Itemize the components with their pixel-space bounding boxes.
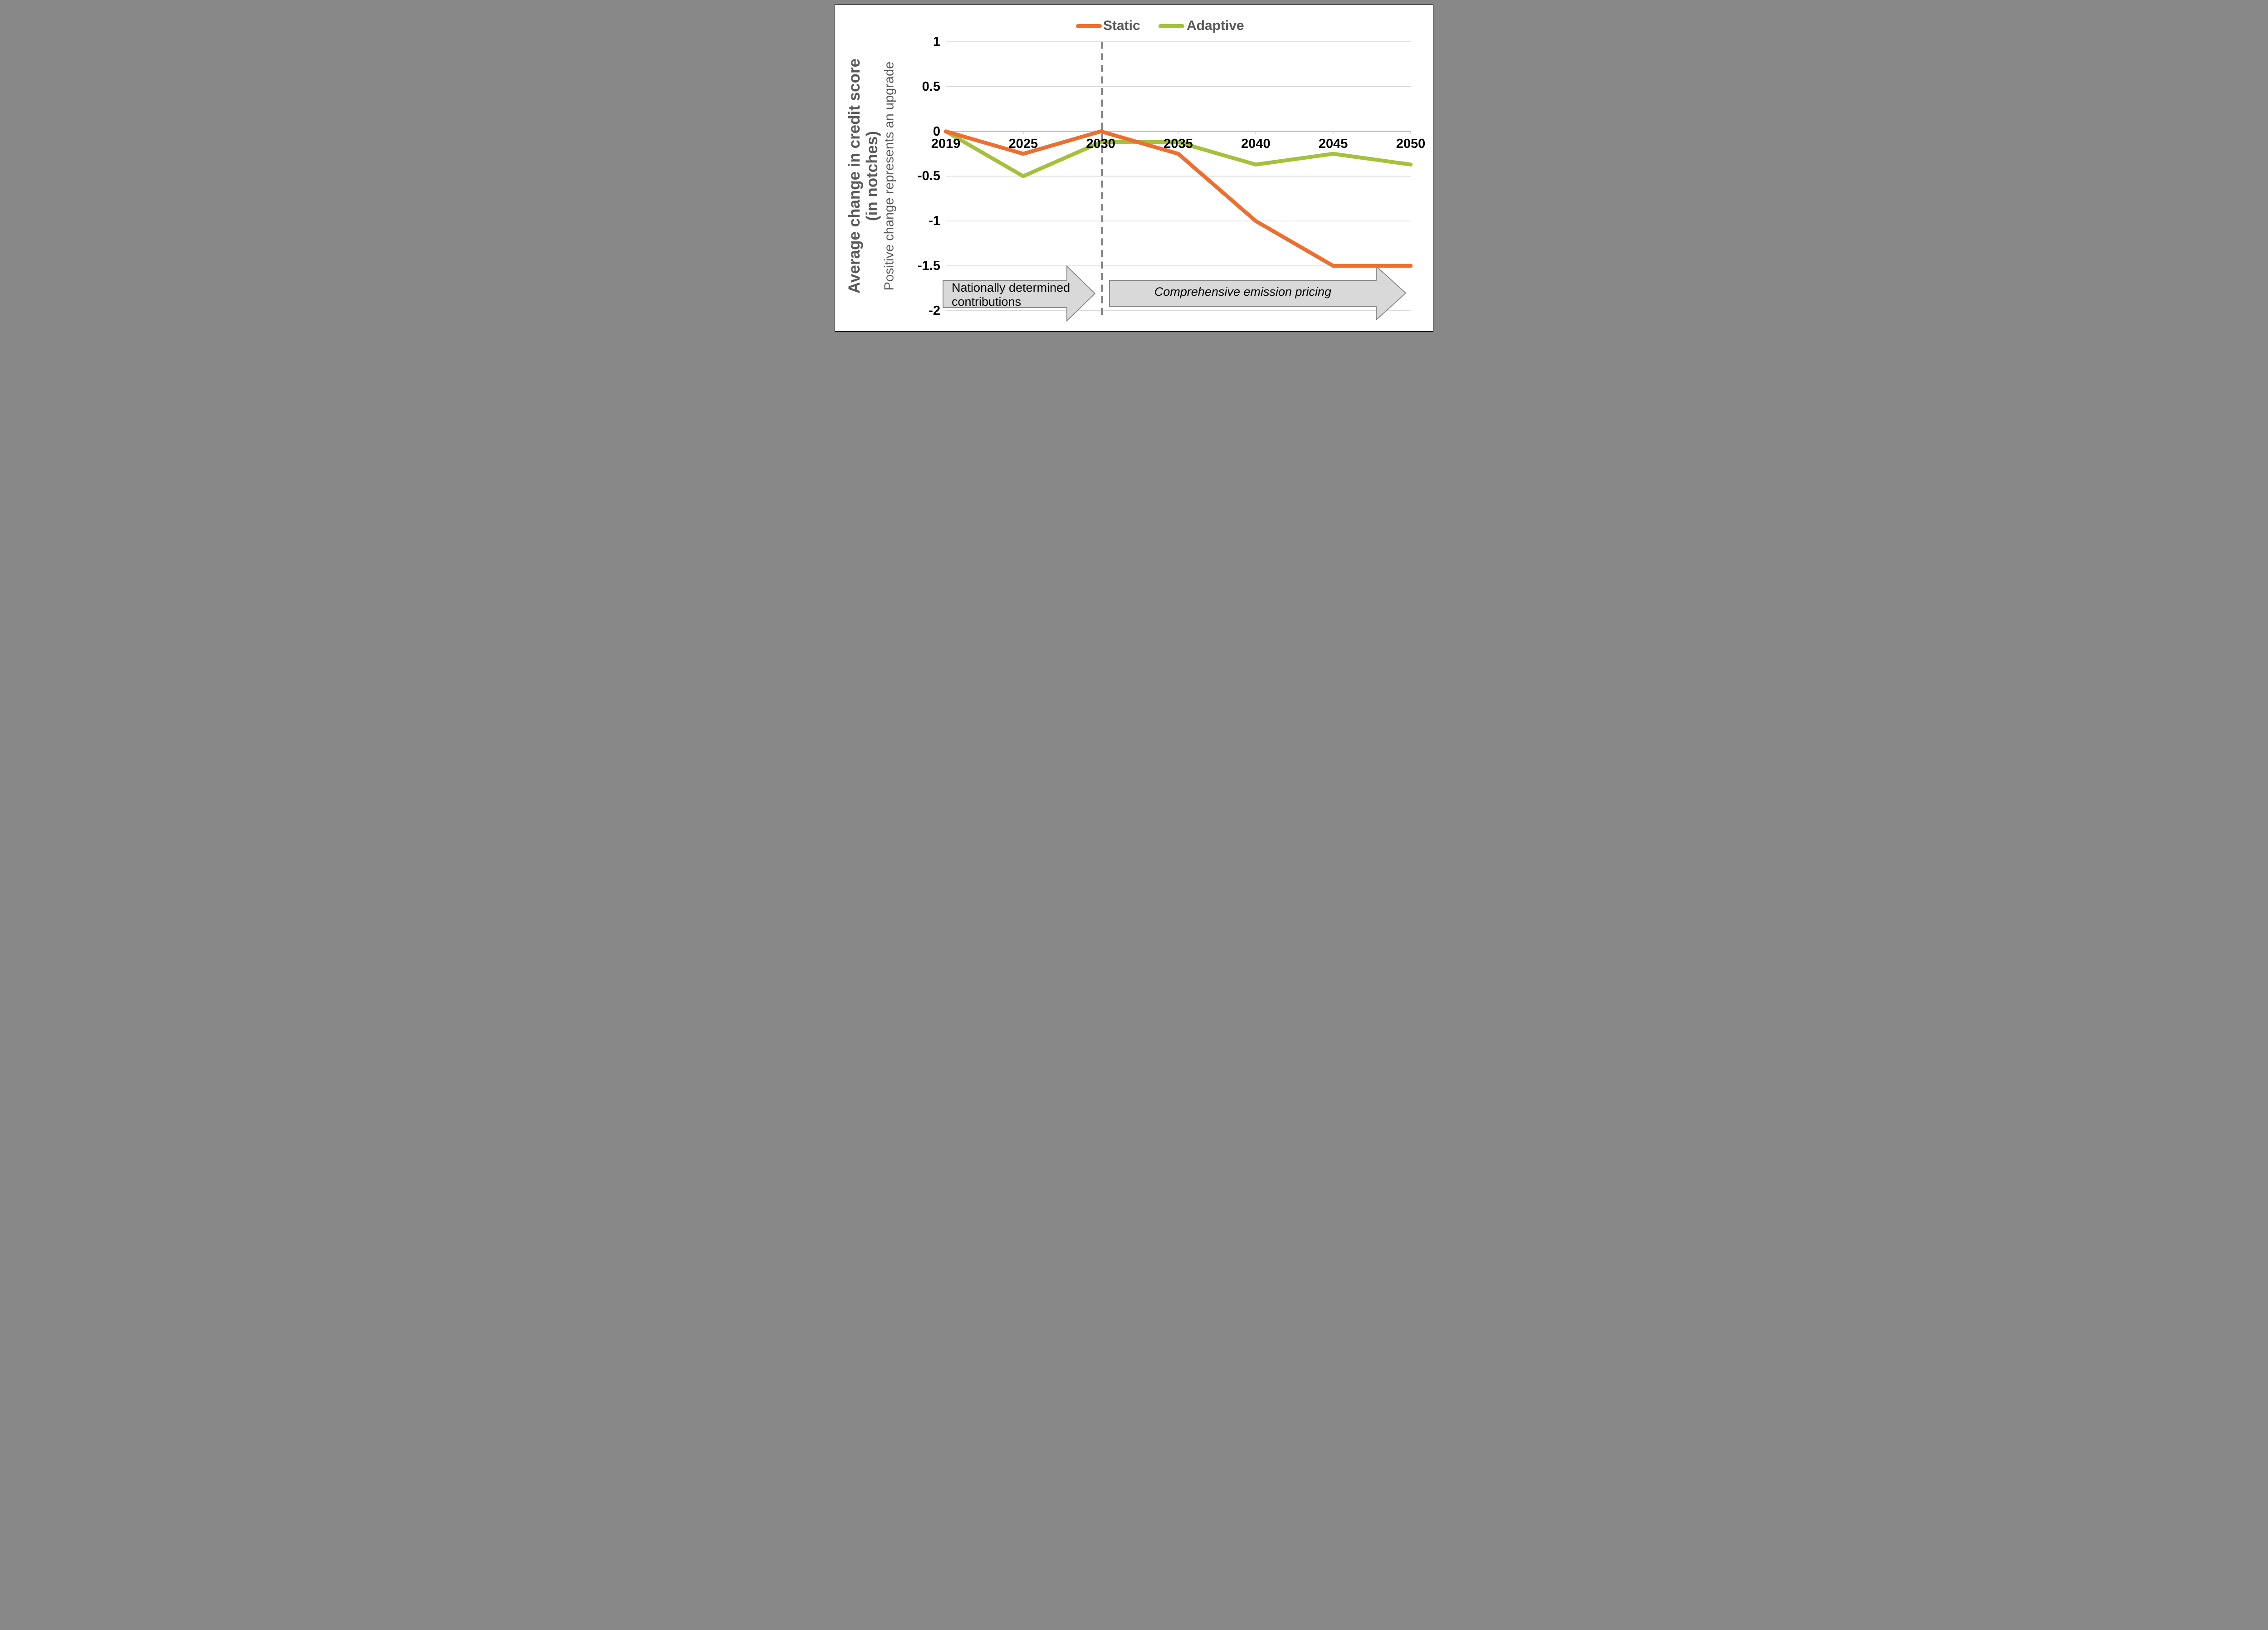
horizontal-gridlines	[946, 41, 1411, 311]
y-tick-label: 0	[933, 124, 940, 139]
ndc-arrow-shape	[943, 265, 1096, 322]
y-tick-label: -1.5	[918, 259, 940, 273]
ndc-arrow-label-line2: contributions	[952, 295, 1022, 308]
x-tick-label: 2045	[1318, 137, 1348, 151]
ndc-arrow-label: Nationally determined contributions	[952, 281, 1083, 309]
legend-marker-static	[1076, 24, 1102, 28]
legend-marker-adaptive	[1158, 24, 1184, 28]
x-tick-label: 2025	[1008, 137, 1038, 151]
y-tick-label: 1	[933, 34, 940, 49]
chart-plot-area	[943, 41, 1413, 322]
static-series-line	[943, 129, 1413, 268]
x-tick-label: 2019	[931, 137, 961, 151]
chart-canvas: Average change in credit score (in notch…	[835, 5, 1433, 332]
y-tick-label: -0.5	[918, 169, 940, 184]
legend-label-static: Static	[1103, 18, 1140, 33]
y-tick-label: 0.5	[922, 79, 940, 94]
legend-label-adaptive: Adaptive	[1187, 18, 1244, 33]
ndc-arrow-label-line1: Nationally determined	[952, 281, 1070, 294]
y-tick-label: -1	[929, 214, 940, 229]
legend: Static Adaptive	[835, 5, 1433, 37]
y-tick-label: -2	[929, 303, 940, 318]
x-tick-label: 2035	[1163, 137, 1193, 151]
x-tick-label: 2030	[1086, 137, 1115, 151]
x-tick-label: 2040	[1241, 137, 1271, 151]
adaptive-series-line	[943, 129, 1413, 178]
x-tick-label: 2050	[1396, 137, 1426, 151]
cep-arrow-shape	[1109, 265, 1407, 321]
cep-arrow-label: Comprehensive emission pricing	[1154, 285, 1332, 299]
